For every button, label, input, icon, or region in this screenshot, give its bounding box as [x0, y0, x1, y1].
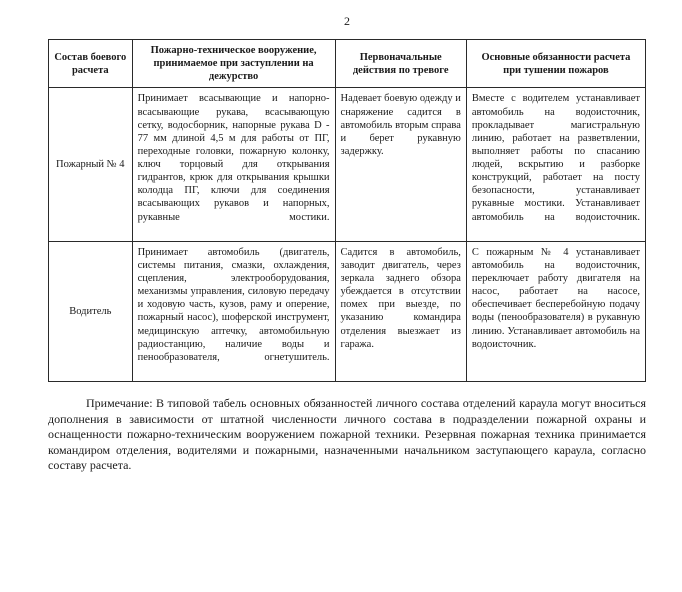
row-label: Водитель: [49, 241, 133, 381]
col-header: Состав боевого расчета: [49, 40, 133, 88]
col-header: Основные обязанности расчета при тушении…: [466, 40, 645, 88]
table-row: Пожарный № 4 Принимает всасывающие и нап…: [49, 88, 646, 241]
cell-duty: С пожарным № 4 устанавливает автомобиль …: [466, 241, 645, 381]
table-header-row: Состав боевого расчета Пожарно-техническ…: [49, 40, 646, 88]
cell-alarm: Садится в автомобиль, заводит двигатель,…: [335, 241, 466, 381]
note-paragraph: Примечание: В типовой табель основных об…: [48, 396, 646, 474]
page-number: 2: [48, 14, 646, 29]
col-header: Пожарно-техническое вооружение, принимае…: [132, 40, 335, 88]
note-text: Примечание: В типовой табель основных об…: [48, 396, 646, 472]
duties-table: Состав боевого расчета Пожарно-техническ…: [48, 39, 646, 382]
row-label: Пожарный № 4: [49, 88, 133, 241]
cell-equipment: Принимает всасывающие и напорно-всасываю…: [132, 88, 335, 241]
cell-duty: Вместе с водителем устанавливает автомоб…: [466, 88, 645, 241]
cell-alarm: Надевает боевую одежду и снаряжение сади…: [335, 88, 466, 241]
cell-equipment: Принимает автомобиль (двигатель, системы…: [132, 241, 335, 381]
table-row: Водитель Принимает автомобиль (двигатель…: [49, 241, 646, 381]
col-header: Первоначальные действия по тревоге: [335, 40, 466, 88]
document-page: 2 Состав боевого расчета Пожарно-техниче…: [0, 0, 682, 492]
